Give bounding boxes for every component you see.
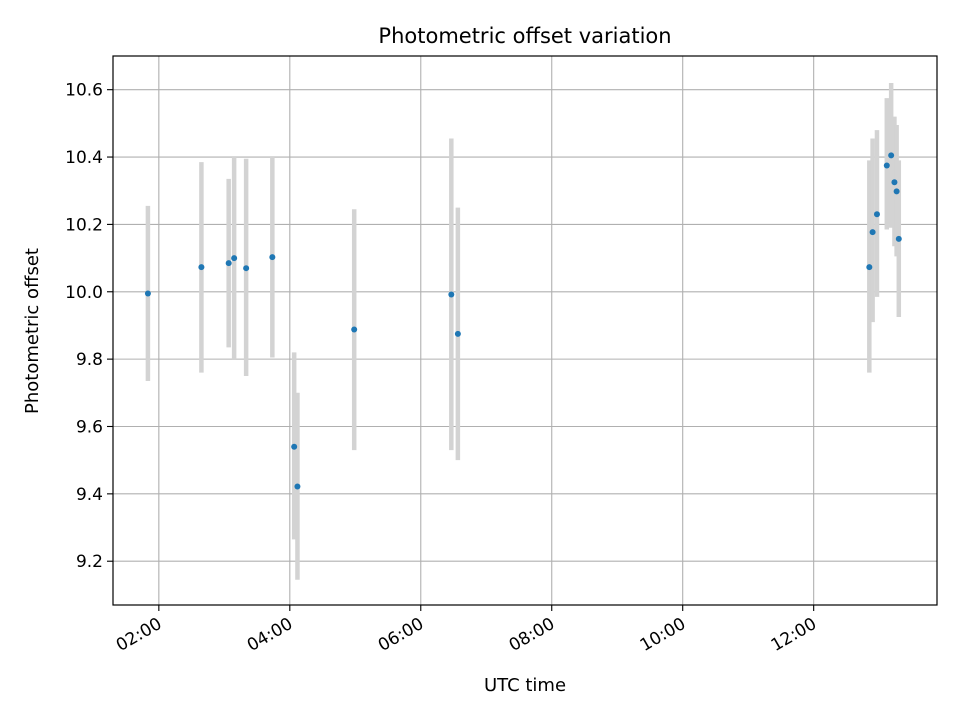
data-point [873,211,880,218]
data-point [869,229,876,236]
y-tick-label: 9.8 [76,350,103,370]
x-tick-label: 10:00 [637,614,689,656]
data-point [291,443,298,450]
data-point [891,179,898,186]
data-point [895,235,902,242]
data-point [231,255,238,262]
data-points [144,152,902,490]
data-point [888,152,895,159]
data-point [269,254,276,261]
y-axis-label: Photometric offset [22,248,43,414]
y-tick-label: 9.4 [76,485,103,505]
data-point [243,265,250,272]
data-point [866,264,873,271]
data-point [448,291,455,298]
y-tick-label: 10.4 [65,148,103,168]
x-tick-label: 06:00 [375,614,427,656]
data-point [225,260,232,267]
data-point [883,162,890,169]
x-tick-label: 04:00 [244,614,296,656]
grid-lines [113,56,937,605]
plot-frame [112,55,938,606]
data-point [351,326,358,333]
data-point [144,290,151,297]
y-tick-label: 10.0 [65,283,103,303]
y-tick-label: 10.6 [65,81,103,101]
data-point [454,330,461,337]
y-axis-ticks: 9.2 9.4 9.6 9.8 10.0 10.2 10.4 10.6 [65,81,113,572]
x-tick-label: 12:00 [768,614,820,656]
data-point [893,188,900,195]
y-tick-label: 9.2 [76,552,103,572]
x-tick-label: 08:00 [506,614,558,656]
chart-title: Photometric offset variation [378,24,671,48]
x-axis-ticks: 02:00 04:00 06:00 08:00 10:00 12:00 [113,605,820,656]
x-tick-label: 02:00 [113,614,165,656]
y-tick-label: 10.2 [65,215,103,235]
data-point [294,483,301,490]
y-tick-label: 9.6 [76,417,103,437]
x-axis-label: UTC time [484,675,566,696]
data-point [198,264,205,271]
